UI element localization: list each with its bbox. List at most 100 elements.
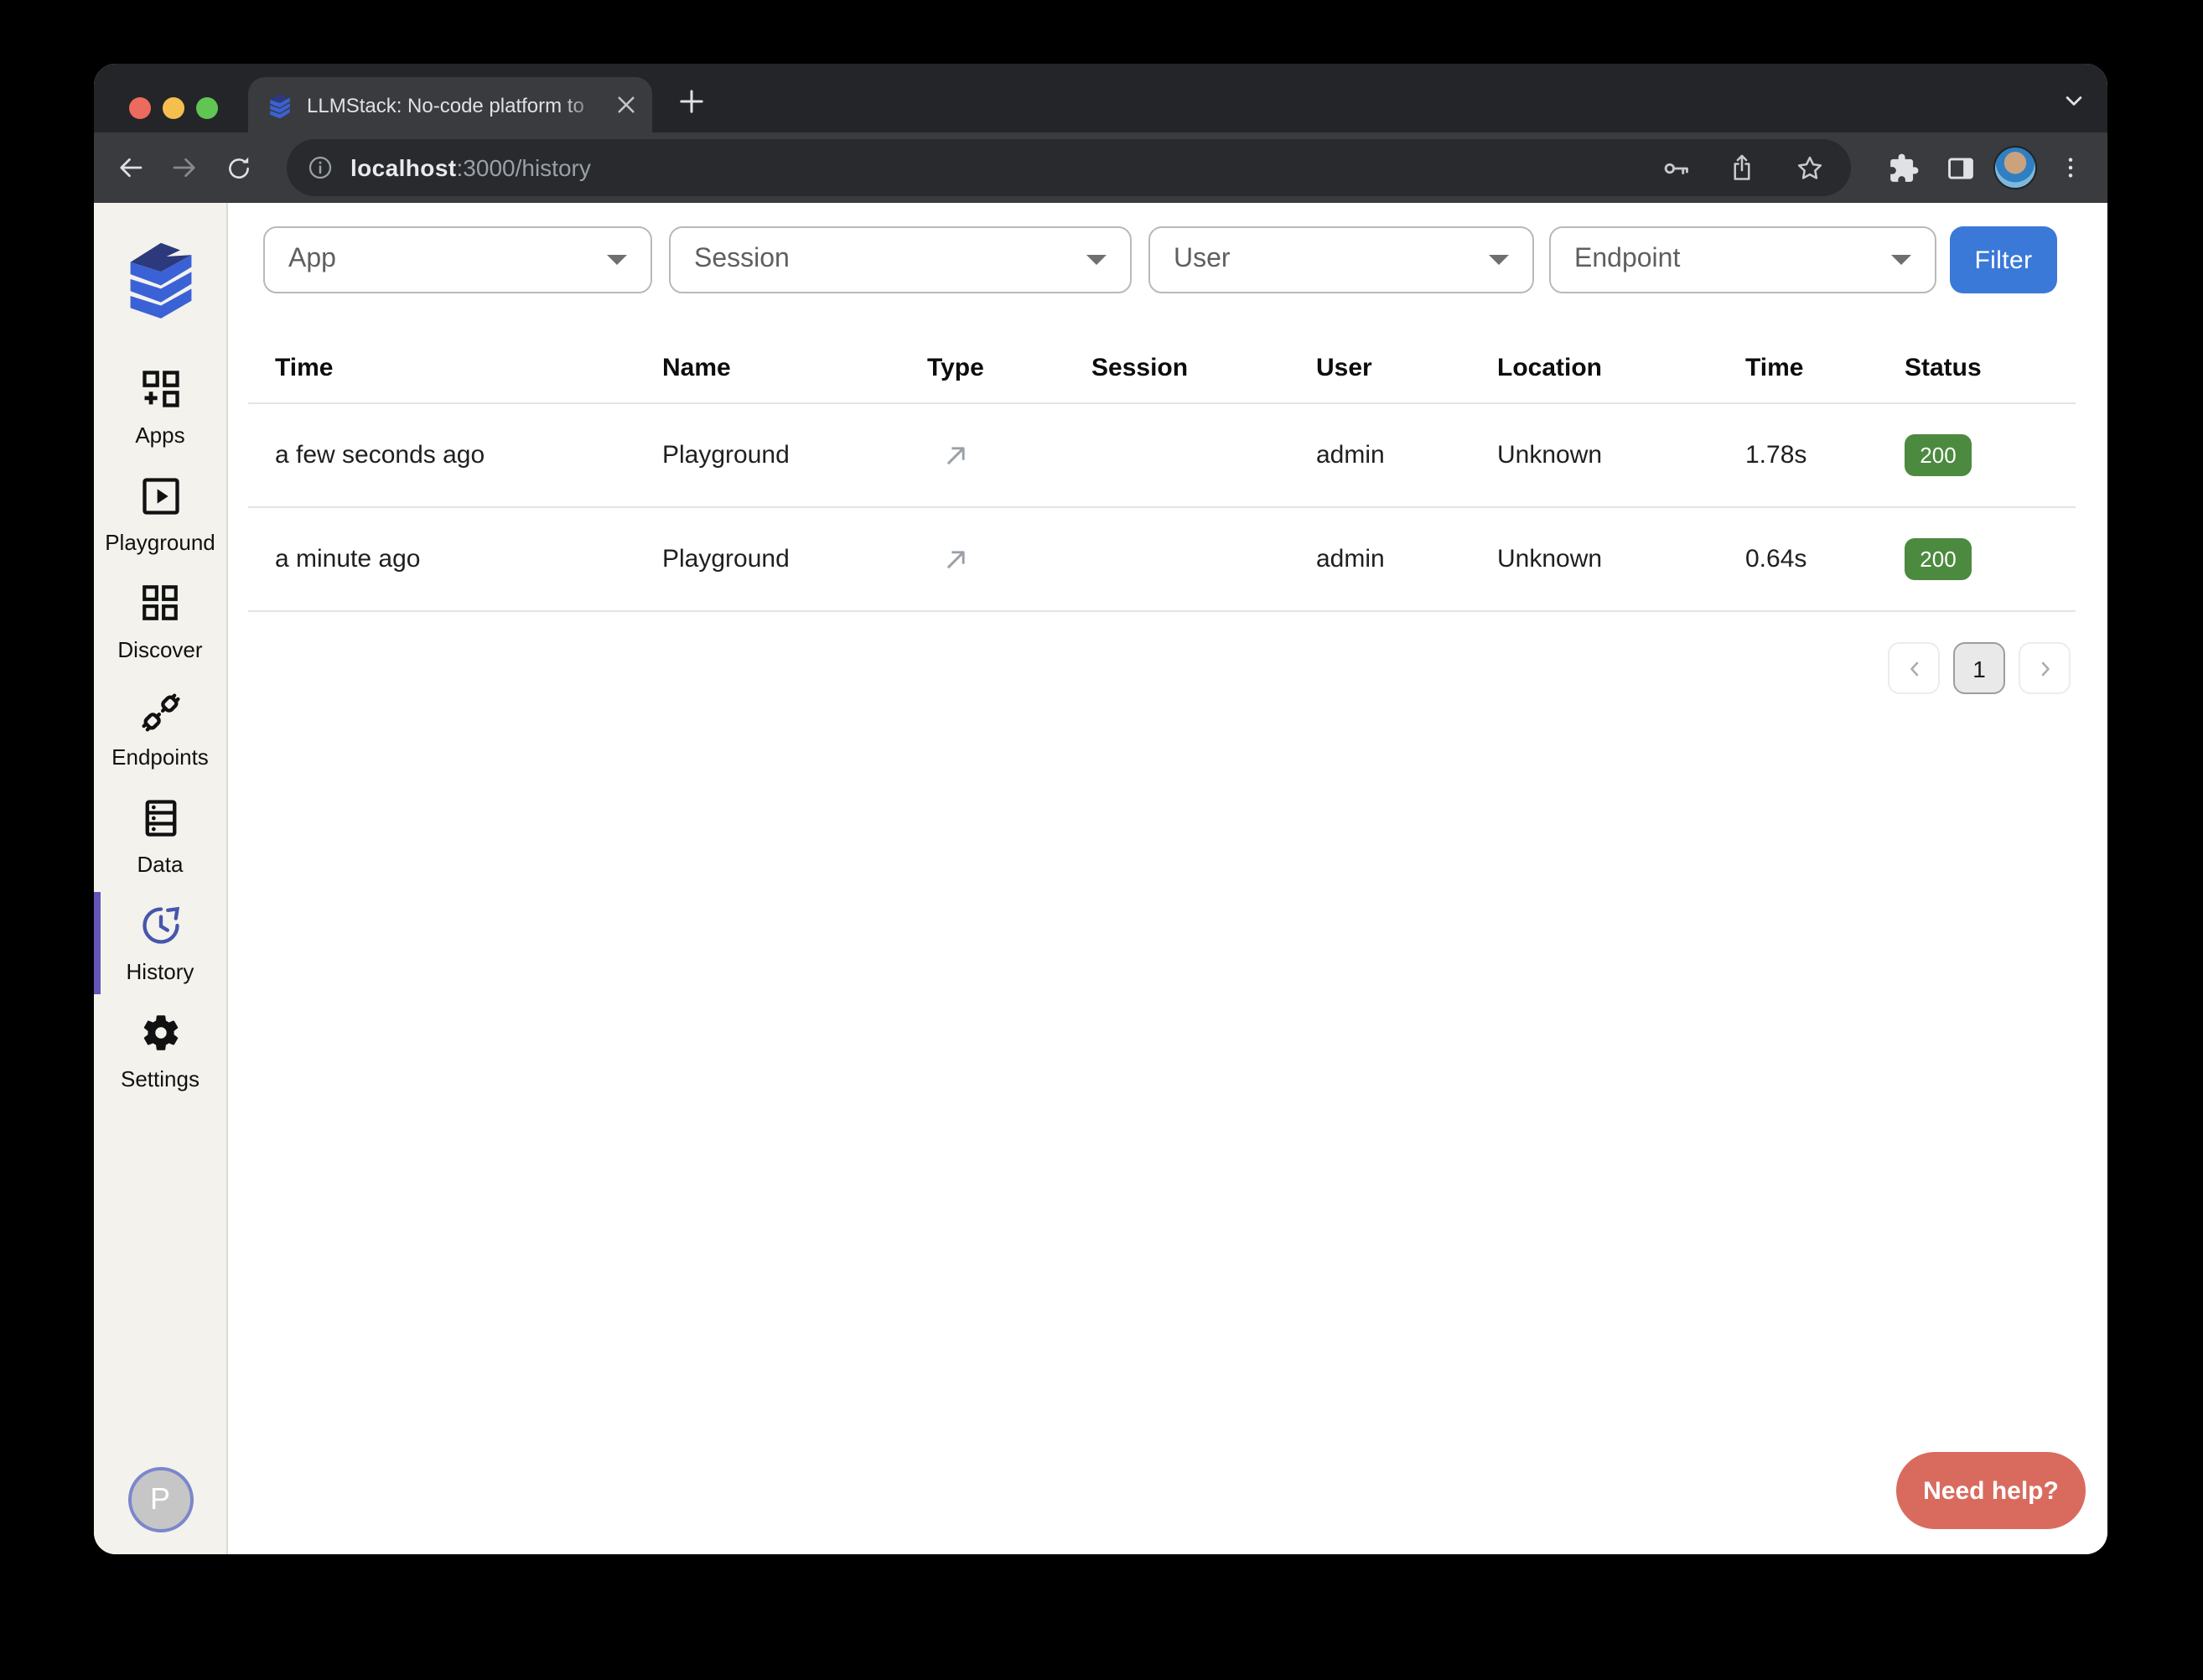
extensions-puzzle-icon[interactable] [1879, 144, 1926, 191]
col-header-duration: Time [1745, 353, 1804, 381]
tab-title: LLMStack: No-code platform to [307, 93, 584, 117]
col-header-status: Status [1905, 353, 1982, 381]
back-icon[interactable] [107, 144, 154, 191]
browser-tab[interactable]: LLMStack: No-code platform to [248, 77, 652, 132]
caret-down-icon [1086, 255, 1107, 265]
cell-name: Playground [662, 545, 790, 573]
col-header-session: Session [1091, 353, 1189, 381]
cell-status: 200 [1878, 434, 2076, 476]
endpoints-icon [141, 693, 179, 732]
sidebar-item-label: Settings [121, 1066, 200, 1091]
sidebar-item-settings[interactable]: Settings [94, 1011, 226, 1090]
browser-toolbar: localhost:3000/history [94, 132, 2107, 203]
playground-icon [142, 478, 179, 515]
page-content: Apps Playground Discover [94, 203, 2107, 1554]
table-row[interactable]: a few seconds ago Playground admin Unkno… [248, 404, 2076, 508]
sidebar-item-label: Apps [135, 423, 185, 448]
sidebar-item-apps[interactable]: Apps [94, 367, 226, 446]
minimize-window-button[interactable] [163, 97, 184, 119]
endpoint-filter-label: Endpoint [1574, 245, 1681, 273]
open-app-arrow-icon[interactable] [937, 541, 974, 578]
url-text: localhost:3000/history [350, 154, 591, 181]
sidebar-item-discover[interactable]: Discover [94, 582, 226, 661]
table-header-row: Time Name Type Session User Location Tim… [248, 332, 2076, 404]
session-filter-select[interactable]: Session [669, 226, 1132, 293]
pagination: 1 [1888, 642, 2071, 694]
filter-button[interactable]: Filter [1950, 226, 2057, 293]
menu-dots-icon[interactable] [2047, 144, 2094, 191]
cell-user: admin [1316, 441, 1385, 469]
apps-icon [142, 371, 179, 407]
sidebar-item-label: History [126, 959, 194, 984]
bookmark-star-icon[interactable] [1787, 146, 1831, 189]
status-badge: 200 [1905, 538, 1972, 580]
cell-user: admin [1316, 545, 1385, 573]
status-badge: 200 [1905, 434, 1972, 476]
tab-close-icon[interactable] [612, 91, 639, 118]
cell-name: Playground [662, 441, 790, 469]
share-icon[interactable] [1720, 146, 1764, 189]
table-row[interactable]: a minute ago Playground admin Unknown 0.… [248, 508, 2076, 612]
traffic-lights [129, 97, 218, 119]
user-filter-label: User [1174, 245, 1231, 273]
endpoint-filter-select[interactable]: Endpoint [1549, 226, 1936, 293]
profile-avatar[interactable] [1993, 146, 2037, 189]
next-page-button[interactable] [2019, 642, 2071, 694]
col-header-location: Location [1497, 353, 1602, 381]
app-filter-select[interactable]: App [263, 226, 652, 293]
caret-down-icon [607, 255, 627, 265]
fullscreen-window-button[interactable] [196, 97, 218, 119]
sidebar-item-label: Playground [105, 530, 215, 555]
cell-type [900, 437, 1065, 474]
page-info-icon[interactable] [307, 154, 334, 181]
data-icon [144, 800, 176, 837]
cell-time: a minute ago [275, 545, 421, 573]
cell-status: 200 [1878, 538, 2076, 580]
cell-duration: 0.64s [1745, 545, 1807, 573]
cell-type [900, 541, 1065, 578]
tabstrip-chevron-icon[interactable] [2062, 89, 2086, 112]
user-filter-select[interactable]: User [1148, 226, 1534, 293]
discover-icon [143, 585, 178, 620]
open-app-arrow-icon[interactable] [937, 437, 974, 474]
need-help-button[interactable]: Need help? [1896, 1452, 2086, 1529]
url-bar[interactable]: localhost:3000/history [287, 139, 1851, 196]
caret-down-icon [1489, 255, 1509, 265]
new-tab-button[interactable] [671, 80, 711, 121]
cell-duration: 1.78s [1745, 441, 1807, 469]
prev-page-button[interactable] [1888, 642, 1940, 694]
sidebar-item-label: Discover [117, 637, 203, 662]
reload-icon[interactable] [215, 144, 262, 191]
history-page: App Session User Endpoint [228, 203, 2107, 1554]
forward-icon[interactable] [161, 144, 208, 191]
history-table: Time Name Type Session User Location Tim… [248, 332, 2076, 612]
chevron-left-icon [1910, 661, 1918, 676]
sidebar-item-label: Endpoints [111, 744, 209, 770]
sidebar-item-label: Data [137, 852, 184, 877]
col-header-type: Type [927, 353, 984, 381]
sidebar-item-playground[interactable]: Playground [94, 474, 226, 553]
browser-window: LLMStack: No-code platform to [94, 64, 2107, 1554]
llmstack-logo-icon [129, 242, 191, 319]
sidebar: Apps Playground Discover [94, 203, 228, 1554]
settings-icon [143, 1015, 178, 1050]
session-filter-label: Session [694, 245, 790, 273]
col-header-name: Name [662, 353, 731, 381]
history-icon [142, 906, 179, 944]
side-panel-icon[interactable] [1936, 144, 1983, 191]
key-icon[interactable] [1653, 146, 1697, 189]
col-header-user: User [1316, 353, 1372, 381]
close-window-button[interactable] [129, 97, 151, 119]
cell-location: Unknown [1497, 441, 1603, 469]
cell-time: a few seconds ago [275, 441, 485, 469]
cell-location: Unknown [1497, 545, 1603, 573]
sidebar-item-data[interactable]: Data [94, 796, 226, 875]
user-avatar[interactable]: P [127, 1467, 193, 1532]
caret-down-icon [1891, 255, 1911, 265]
sidebar-item-history[interactable]: History [94, 892, 226, 994]
sidebar-item-endpoints[interactable]: Endpoints [94, 689, 226, 768]
col-header-time: Time [275, 353, 334, 381]
filter-bar: App Session User Endpoint [263, 226, 2059, 293]
page-1-button[interactable]: 1 [1953, 642, 2005, 694]
